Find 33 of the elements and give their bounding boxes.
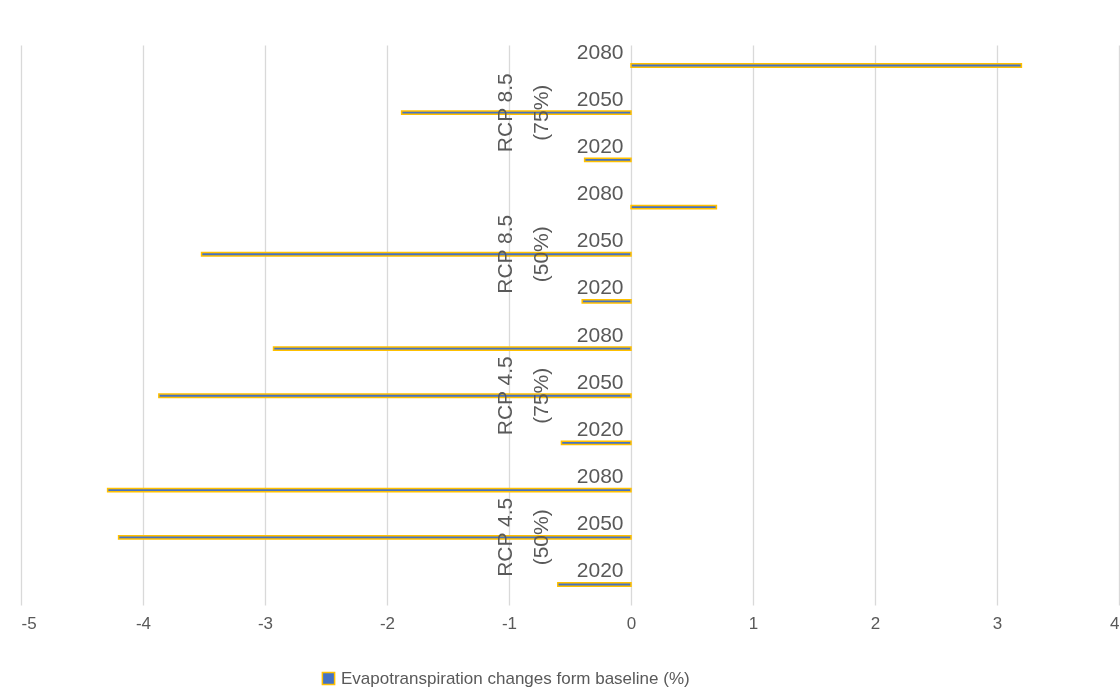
- x-tick-label: -1: [501, 613, 518, 633]
- annotation: RCP 4.5 (75%): [493, 356, 552, 436]
- y-tick-label: 2080: [576, 181, 624, 205]
- bar: [581, 299, 632, 304]
- bar: [272, 346, 632, 351]
- y-tick-label: 2020: [576, 133, 624, 157]
- annotation: RCP 4.5 (50%): [493, 497, 552, 577]
- x-tick-label: -4: [135, 613, 152, 633]
- annotation: RCP 8.5 (75%): [493, 73, 552, 153]
- x-tick-label: 4: [1110, 613, 1120, 633]
- x-tick-label: -2: [379, 613, 396, 633]
- y-tick-label: 2080: [576, 322, 624, 346]
- y-tick-label: 2050: [576, 369, 624, 393]
- x-tick-label: 0: [626, 613, 637, 633]
- y-tick-label: 2050: [576, 86, 624, 110]
- bar: [106, 487, 632, 493]
- y-tick-label: 2050: [576, 511, 624, 535]
- y-tick-label: 2020: [576, 275, 624, 299]
- y-tick-label: 2050: [576, 228, 624, 252]
- x-tick-label: -3: [257, 613, 274, 633]
- legend-label: Evapotranspiration changes form baseline (%): [341, 668, 690, 688]
- bar: [557, 582, 632, 587]
- x-tick-label: 2: [870, 613, 881, 633]
- x-tick-label: 1: [748, 613, 759, 633]
- y-tick-label: 2020: [576, 558, 624, 582]
- y-tick-label: 2080: [576, 464, 624, 488]
- x-tick-label: -5: [21, 613, 37, 633]
- x-tick-label: 3: [992, 613, 1003, 633]
- bar: [583, 157, 632, 163]
- bar: [630, 63, 1023, 68]
- y-tick-label: 2080: [576, 39, 624, 63]
- y-tick-label: 2020: [576, 416, 624, 440]
- annotation: RCP 8.5 (50%): [493, 214, 552, 294]
